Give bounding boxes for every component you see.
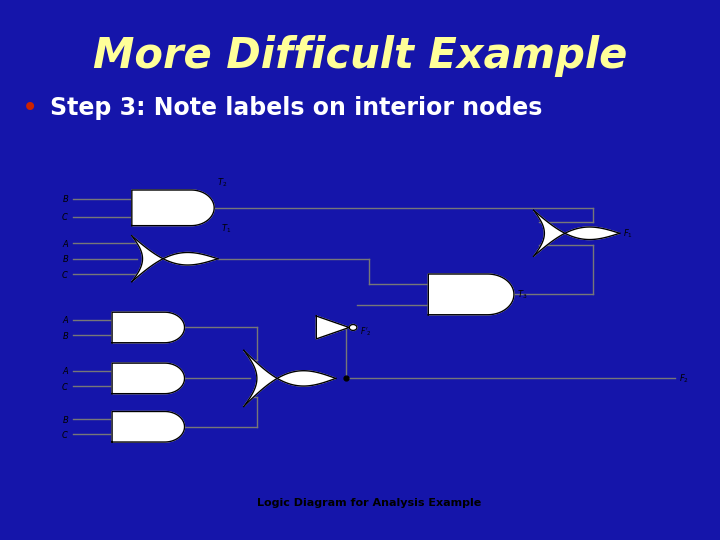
Text: $A$: $A$: [62, 238, 69, 249]
Text: More Difficult Example: More Difficult Example: [93, 35, 627, 77]
Polygon shape: [112, 411, 184, 442]
Text: $C$: $C$: [61, 381, 69, 392]
Text: $T_2$: $T_2$: [217, 176, 228, 188]
Text: $T_3$: $T_3$: [517, 288, 528, 301]
Text: $C$: $C$: [61, 211, 69, 222]
Text: $B$: $B$: [62, 253, 69, 264]
Polygon shape: [244, 350, 336, 407]
Text: $F_1$: $F_1$: [623, 227, 633, 240]
Polygon shape: [112, 363, 184, 394]
Polygon shape: [534, 211, 620, 256]
Text: $F'_2$: $F'_2$: [360, 325, 372, 338]
Text: $B$: $B$: [62, 329, 69, 341]
Polygon shape: [132, 190, 214, 226]
Text: $A$: $A$: [62, 314, 69, 325]
Text: $F_2$: $F_2$: [679, 372, 688, 384]
Text: $T_1$: $T_1$: [221, 222, 231, 234]
Text: •: •: [22, 94, 38, 122]
Text: $C$: $C$: [61, 429, 69, 440]
Circle shape: [349, 325, 357, 330]
Text: $B$: $B$: [62, 414, 69, 424]
Text: Step 3: Note labels on interior nodes: Step 3: Note labels on interior nodes: [50, 96, 543, 120]
Text: $A$: $A$: [62, 365, 69, 376]
Text: Logic Diagram for Analysis Example: Logic Diagram for Analysis Example: [257, 498, 481, 508]
Polygon shape: [112, 312, 184, 343]
Text: $B$: $B$: [62, 193, 69, 205]
Polygon shape: [428, 274, 514, 315]
Polygon shape: [316, 316, 349, 339]
Polygon shape: [132, 236, 218, 282]
Text: $C$: $C$: [61, 268, 69, 280]
